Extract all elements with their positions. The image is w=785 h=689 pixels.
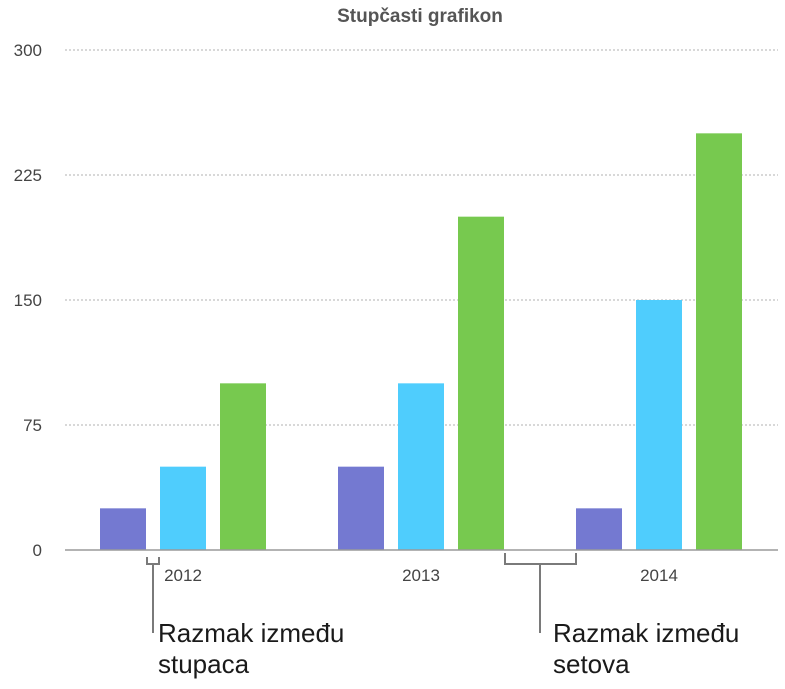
- column-gap-label-line1: Razmak između: [158, 618, 344, 648]
- bar: [398, 383, 444, 550]
- column-gap-label-line2: stupaca: [158, 649, 250, 679]
- column-gap-bracket: [146, 557, 160, 565]
- bar: [458, 216, 504, 550]
- set-gap-bracket: [504, 553, 577, 565]
- chart-title: Stupčasti grafikon: [337, 6, 503, 27]
- bar: [696, 133, 742, 551]
- y-tick-label: 75: [23, 416, 42, 435]
- y-tick-label: 225: [14, 166, 42, 185]
- y-tick-label: 150: [14, 291, 42, 310]
- x-axis-ticks: 2012 2013 2014: [164, 566, 678, 585]
- column-gap-annotation: Razmak između stupaca: [146, 557, 344, 679]
- y-tick-label: 0: [33, 541, 42, 560]
- bar: [636, 300, 682, 550]
- bar: [220, 383, 266, 550]
- set-gap-annotation: Razmak između setova: [504, 553, 739, 679]
- x-tick-label: 2013: [402, 566, 440, 585]
- bar: [338, 466, 384, 550]
- set-gap-label-line1: Razmak između: [553, 618, 739, 648]
- y-axis-ticks: 0 75 150 225 300: [14, 41, 42, 560]
- bars: [100, 133, 742, 551]
- x-tick-label: 2014: [640, 566, 678, 585]
- bar: [576, 508, 622, 550]
- bar: [160, 466, 206, 550]
- x-tick-label: 2012: [164, 566, 202, 585]
- bar: [100, 508, 146, 550]
- y-tick-label: 300: [14, 41, 42, 60]
- set-gap-label-line2: setova: [553, 649, 630, 679]
